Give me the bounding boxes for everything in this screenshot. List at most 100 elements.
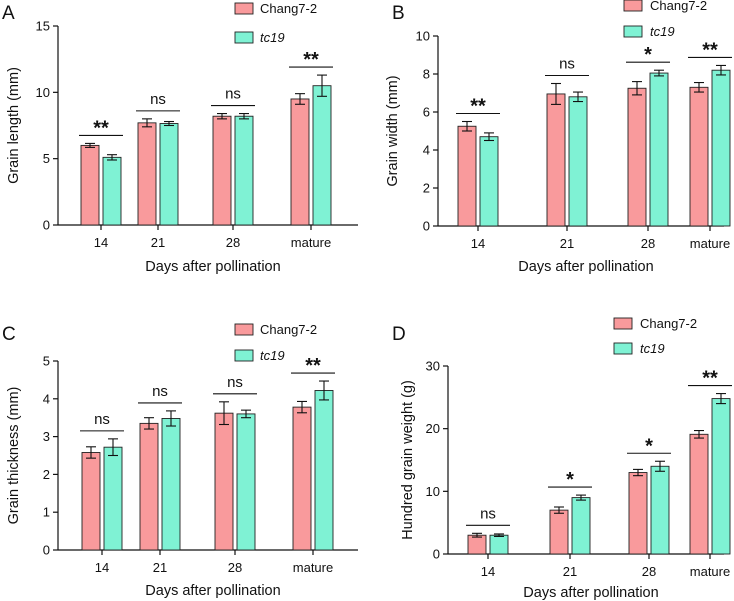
x-tick-label: mature [690, 564, 730, 579]
y-tick-label: 2 [423, 181, 430, 196]
x-axis-title: Days after pollination [145, 259, 280, 275]
significance-label: ns [227, 374, 243, 391]
chart-panel-B: B 0 2 4 6 8 10 Grain width (mm) 14 ** 21 ns 28 * matur… [385, 0, 732, 275]
x-tick-label: 28 [226, 235, 240, 250]
bar-chang7-2-28 [214, 412, 234, 551]
bar-tc19-28 [649, 72, 669, 227]
bar-chang7-2-mature [290, 98, 310, 226]
y-tick-label: 8 [423, 67, 430, 82]
y-tick-label: 10 [416, 29, 430, 44]
x-tick-label: 14 [95, 560, 109, 575]
significance-label: ** [702, 368, 718, 390]
bar-chang7-2-28 [628, 472, 648, 555]
y-tick-label: 3 [43, 429, 50, 444]
y-tick-label: 15 [36, 19, 50, 34]
bar-chang7-2-21 [546, 93, 566, 227]
y-tick-label: 6 [423, 105, 430, 120]
legend-label: Chang7-2 [640, 316, 697, 331]
legend-label: tc19 [640, 341, 665, 356]
legend-label: tc19 [260, 30, 285, 45]
significance-label: * [645, 435, 653, 457]
x-tick-label: 28 [641, 236, 655, 251]
panel-letter: A [2, 3, 15, 24]
legend-label: tc19 [650, 24, 675, 39]
x-tick-label: 21 [151, 235, 165, 250]
legend-swatch [234, 2, 254, 15]
y-tick-label: 10 [426, 484, 440, 499]
bar-tc19-21 [159, 123, 179, 226]
legend: Chang7-2 tc19 [234, 322, 317, 363]
legend-swatch [234, 323, 254, 336]
bar-chang7-2-14 [467, 534, 487, 555]
bar-tc19-14 [479, 136, 499, 227]
x-axis-title: Days after pollination [523, 585, 658, 601]
legend-swatch [234, 31, 254, 44]
legend-swatch [613, 317, 633, 330]
bar-chang7-2-mature [689, 433, 709, 555]
bar-chang7-2-14 [81, 452, 101, 551]
bar-tc19-mature [314, 390, 334, 551]
legend-swatch [613, 342, 633, 355]
bar-chang7-2-28 [627, 87, 647, 227]
x-tick-label: 21 [563, 564, 577, 579]
significance-label: ns [225, 86, 241, 103]
significance-label: ** [470, 96, 486, 118]
y-axis-title: Hundred grain weight (g) [400, 380, 416, 540]
y-tick-label: 30 [426, 359, 440, 374]
significance-label: ** [303, 49, 319, 71]
significance-label: ** [702, 39, 718, 61]
x-tick-label: 21 [560, 236, 574, 251]
y-tick-label: 4 [423, 143, 430, 158]
bar-tc19-14 [103, 446, 123, 551]
y-tick-label: 1 [43, 505, 50, 520]
chart-panel-A: A 0 5 10 15 Grain length (mm) 14 ** 21 ns 28 ns matu… [2, 1, 358, 275]
legend-label: Chang7-2 [260, 322, 317, 337]
bar-chang7-2-28 [212, 115, 232, 226]
y-tick-label: 0 [43, 218, 50, 233]
x-axis-title: Days after pollination [518, 259, 653, 275]
y-tick-label: 0 [43, 543, 50, 558]
y-tick-label: 5 [43, 354, 50, 369]
bar-chang7-2-21 [139, 422, 159, 551]
x-tick-label: 28 [642, 564, 656, 579]
bar-chang7-2-21 [137, 122, 157, 226]
significance-label: ns [150, 91, 166, 108]
legend: Chang7-2 tc19 [623, 0, 707, 39]
bar-chang7-2-14 [80, 144, 100, 226]
legend-label: Chang7-2 [260, 1, 317, 16]
x-tick-label: mature [291, 235, 331, 250]
legend-swatch [234, 349, 254, 362]
bar-tc19-21 [568, 96, 588, 227]
bar-chang7-2-mature [689, 86, 709, 227]
legend-label: tc19 [260, 348, 285, 363]
bar-tc19-14 [102, 156, 122, 226]
y-tick-label: 0 [423, 219, 430, 234]
x-tick-label: mature [293, 560, 333, 575]
significance-label: ns [559, 56, 575, 73]
y-axis-title: Grain thickness (mm) [6, 387, 22, 525]
panel-letter: D [392, 324, 406, 345]
x-tick-label: mature [690, 236, 730, 251]
x-tick-label: 21 [153, 560, 167, 575]
chart-panel-D: D 0 10 20 30 Hundred grain weight (g) 14 ns 21 * 2… [392, 316, 732, 601]
significance-label: * [566, 469, 574, 491]
y-tick-label: 5 [43, 151, 50, 166]
bar-tc19-mature [711, 69, 731, 227]
bar-chang7-2-21 [549, 509, 569, 555]
significance-label: ns [94, 411, 110, 428]
bar-tc19-28 [234, 115, 254, 226]
legend-swatch [623, 0, 643, 12]
y-tick-label: 2 [43, 467, 50, 482]
bar-tc19-21 [571, 497, 591, 555]
bar-tc19-21 [161, 418, 181, 551]
chart-panel-C: C 0 1 2 3 4 5 Grain thickness (mm) 14 ns 21 ns 28 ns m… [2, 322, 358, 599]
panel-letter: C [2, 324, 16, 345]
bar-tc19-14 [489, 534, 509, 555]
y-axis-title: Grain length (mm) [6, 67, 22, 184]
bar-chang7-2-14 [457, 125, 477, 227]
y-tick-label: 10 [36, 85, 50, 100]
bar-tc19-28 [650, 465, 670, 555]
y-tick-label: 4 [43, 391, 50, 406]
significance-label: ** [305, 355, 321, 377]
x-tick-label: 14 [94, 235, 108, 250]
